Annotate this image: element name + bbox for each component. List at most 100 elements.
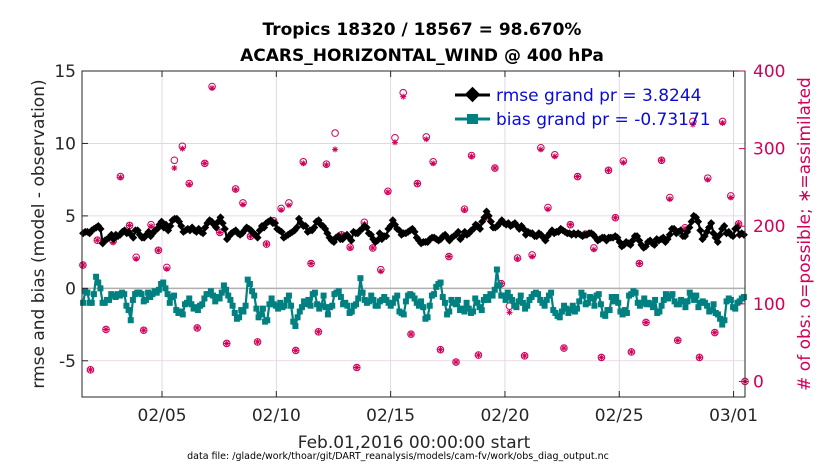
bias-point bbox=[656, 308, 663, 315]
bias-point bbox=[127, 317, 134, 324]
obs-assimilated-marker bbox=[94, 237, 101, 244]
bias-point bbox=[420, 304, 427, 311]
obs-assimilated-marker bbox=[551, 153, 558, 160]
bias-point bbox=[231, 309, 238, 316]
bias-point bbox=[186, 295, 193, 302]
x-tick-label: 02/05 bbox=[138, 406, 187, 426]
bias-point bbox=[491, 286, 498, 293]
bias-point bbox=[485, 296, 492, 303]
rmse-point bbox=[720, 222, 729, 231]
y-right-tick-labels: 400 300 200 100 0 bbox=[753, 62, 785, 392]
obs-assimilated-marker bbox=[719, 120, 726, 127]
bias-point bbox=[591, 302, 598, 309]
bias-point bbox=[281, 302, 288, 309]
bias-point bbox=[613, 294, 620, 301]
bias-point bbox=[576, 298, 583, 305]
obs-assimilated-marker bbox=[308, 260, 315, 267]
bias-point bbox=[461, 308, 468, 315]
bias-point bbox=[368, 292, 375, 299]
bias-point bbox=[426, 302, 433, 309]
obs-assimilated-marker bbox=[636, 260, 643, 267]
bias-point bbox=[212, 298, 219, 305]
bias-point bbox=[515, 298, 522, 305]
bias-point bbox=[305, 296, 312, 303]
obs-assimilated-marker bbox=[315, 328, 322, 335]
obs-assimilated-marker bbox=[574, 173, 581, 180]
bias-point bbox=[719, 321, 726, 328]
bias-point bbox=[320, 292, 327, 299]
obs-assimilated-marker bbox=[369, 244, 376, 251]
obs-assimilated-marker bbox=[232, 186, 239, 193]
bias-point bbox=[84, 289, 91, 296]
obs-assimilated-marker bbox=[179, 145, 186, 152]
bias-point bbox=[441, 299, 448, 306]
bias-point bbox=[675, 301, 682, 308]
obs-possible-marker bbox=[314, 328, 323, 336]
rmse-point bbox=[220, 224, 229, 233]
bias-point bbox=[478, 307, 485, 314]
obs-assimilated-marker bbox=[263, 241, 270, 248]
obs-assimilated-marker bbox=[347, 244, 354, 251]
bias-point bbox=[171, 292, 178, 299]
y-left-tick-label: -5 bbox=[59, 352, 76, 372]
bias-point bbox=[597, 301, 604, 308]
x-tick-labels: 02/05 02/10 02/15 02/20 02/25 03/01 bbox=[138, 406, 759, 426]
obs-assimilated-marker bbox=[727, 194, 734, 201]
obs-assimilated-marker bbox=[735, 220, 742, 227]
bias-point bbox=[454, 296, 461, 303]
bias-point bbox=[569, 302, 576, 309]
bias-point bbox=[129, 296, 136, 303]
bias-point bbox=[207, 288, 214, 295]
obs-possible-marker bbox=[79, 261, 87, 269]
bias-point bbox=[253, 305, 260, 312]
obs-assimilated-marker bbox=[223, 340, 230, 347]
legend-rmse-label: rmse grand pr = 3.8244 bbox=[496, 86, 701, 106]
bias-point bbox=[123, 302, 130, 309]
y-right-tick-label: 300 bbox=[753, 140, 785, 160]
obs-assimilated-marker bbox=[209, 85, 216, 92]
obs-possible-marker bbox=[627, 348, 636, 356]
obs-possible-marker bbox=[695, 353, 704, 362]
obs-possible-marker bbox=[573, 172, 582, 181]
rmse-point bbox=[96, 224, 105, 233]
bias-point bbox=[556, 314, 563, 321]
footnote: data file: /glade/work/thoar/git/DART_re… bbox=[187, 451, 609, 462]
rmse-point bbox=[292, 223, 301, 232]
obs-assimilated-marker bbox=[560, 345, 567, 352]
bias-point bbox=[288, 302, 295, 309]
obs-assimilated-marker bbox=[186, 181, 193, 188]
bias-point bbox=[580, 292, 587, 299]
bias-point bbox=[199, 301, 206, 308]
bias-point bbox=[704, 302, 711, 309]
y-left-tick-label: 5 bbox=[65, 207, 76, 227]
bias-point bbox=[504, 289, 511, 296]
bias-point bbox=[244, 276, 251, 283]
obs-possible-marker bbox=[597, 353, 606, 362]
bias-point bbox=[602, 312, 609, 319]
obs-assimilated-marker bbox=[514, 255, 521, 262]
bias-point bbox=[311, 289, 318, 296]
obs-assimilated-marker bbox=[544, 206, 551, 213]
obs-assimilated-marker bbox=[711, 329, 718, 336]
bias-point bbox=[223, 286, 230, 293]
bias-point bbox=[145, 289, 152, 296]
bias-point bbox=[567, 307, 574, 314]
bias-point bbox=[496, 282, 503, 289]
obs-assimilated-marker bbox=[79, 262, 86, 269]
y-left-tick-labels: 15 10 5 0 -5 bbox=[54, 62, 76, 372]
bias-point bbox=[357, 275, 364, 282]
bias-point bbox=[563, 305, 570, 312]
obs-assimilated-marker bbox=[704, 176, 711, 183]
bias-point bbox=[439, 294, 446, 301]
rmse-point bbox=[713, 237, 722, 246]
obs-assimilated-marker bbox=[126, 222, 133, 229]
bias-point bbox=[251, 292, 258, 299]
bias-point bbox=[446, 308, 453, 315]
y-left-tick-label: 15 bbox=[54, 62, 76, 82]
bias-point bbox=[344, 302, 351, 309]
obs-assimilated-marker bbox=[87, 366, 94, 373]
obs-assimilated-marker bbox=[674, 337, 681, 344]
obs-possible-marker bbox=[566, 220, 575, 229]
bias-point bbox=[619, 311, 626, 318]
